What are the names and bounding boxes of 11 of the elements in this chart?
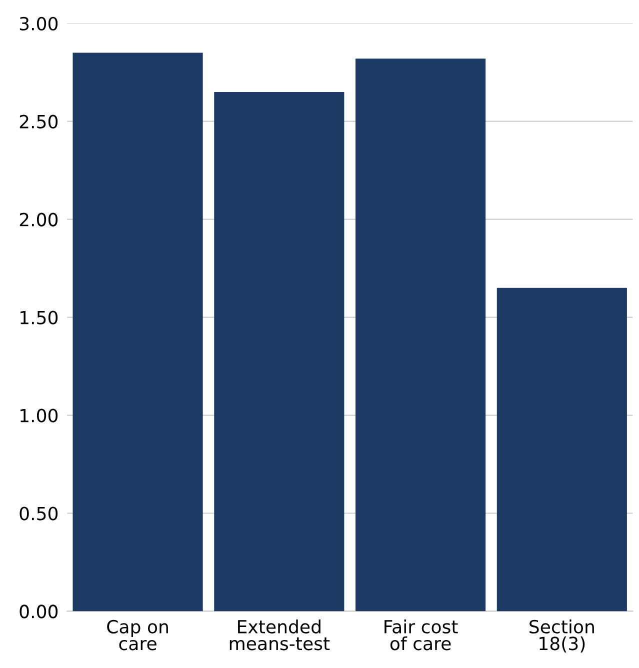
x-tick-label: Section 18(3) bbox=[530, 620, 594, 652]
y-tick-label: 1.50 bbox=[20, 310, 58, 324]
x-tick-label: Cap on care bbox=[107, 620, 168, 650]
y-tick-label: 0.50 bbox=[20, 506, 58, 520]
y-tick-label: 3.00 bbox=[20, 16, 58, 30]
y-tick-label: 2.00 bbox=[20, 212, 58, 226]
y-tick-label: 0.00 bbox=[20, 604, 58, 618]
y-tick-label: 2.50 bbox=[20, 114, 58, 128]
x-tick-label: Fair cost of care bbox=[384, 620, 458, 650]
y-tick-label: 1.00 bbox=[20, 408, 58, 422]
x-tick-label: Extended means-test bbox=[230, 620, 330, 650]
